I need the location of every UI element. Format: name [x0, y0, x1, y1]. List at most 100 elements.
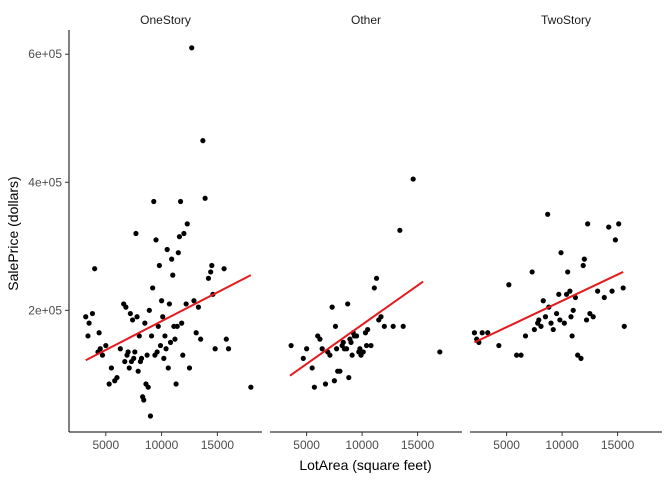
data-point	[144, 352, 150, 358]
panel-other: Other 5000 10000 15000	[270, 13, 462, 452]
panel-twostory: TwoStory 5000 10000 15000	[470, 13, 662, 452]
data-point	[167, 339, 174, 345]
y-tick-label: 4e+05	[28, 175, 62, 189]
data-point	[606, 224, 612, 230]
data-point	[205, 275, 212, 281]
data-point	[150, 285, 156, 291]
data-point	[183, 301, 189, 307]
data-point	[397, 227, 403, 233]
data-point	[558, 250, 564, 256]
data-point	[595, 288, 601, 294]
data-point	[123, 304, 129, 310]
y-tick-label: 6e+05	[28, 47, 62, 61]
data-point	[92, 266, 98, 272]
data-point	[337, 368, 343, 374]
data-point	[381, 323, 387, 329]
panels-layer: OneStory 5000 10000 15000 Other 5000 10000 1500…	[69, 13, 662, 452]
data-point	[346, 374, 352, 381]
x-axis-title: LotArea (square feet)	[299, 457, 431, 473]
data-point	[97, 346, 103, 352]
data-point	[96, 330, 102, 336]
data-point	[557, 317, 563, 323]
data-point	[348, 339, 354, 345]
data-point	[126, 365, 132, 371]
data-point	[114, 374, 120, 381]
data-point	[179, 320, 185, 326]
data-point	[471, 330, 478, 336]
data-point	[288, 342, 294, 349]
data-point	[333, 346, 340, 352]
data-point	[138, 355, 145, 361]
data-point	[184, 221, 190, 227]
data-point	[145, 384, 151, 390]
data-point	[170, 272, 176, 278]
data-point	[612, 237, 618, 243]
data-point	[83, 314, 89, 320]
facet-label: TwoStory	[541, 13, 591, 27]
data-point	[129, 317, 136, 323]
data-point	[309, 365, 315, 371]
data-point	[154, 349, 160, 355]
data-point	[357, 346, 363, 352]
data-point	[157, 342, 164, 349]
data-point	[209, 262, 215, 269]
data-point	[158, 298, 165, 304]
data-point	[514, 352, 520, 358]
data-point	[166, 301, 173, 307]
data-point	[556, 291, 562, 297]
data-point	[570, 307, 576, 313]
trend-line	[85, 274, 252, 362]
data-point	[322, 381, 329, 387]
data-point	[176, 234, 183, 240]
data-point	[136, 333, 142, 339]
data-point	[161, 355, 167, 361]
y-axis-title: SalePrice (dollars)	[5, 176, 21, 290]
data-point	[581, 256, 587, 262]
data-point	[545, 211, 551, 217]
data-point	[147, 413, 154, 419]
data-point	[506, 282, 512, 288]
data-point	[86, 320, 92, 326]
data-point	[371, 285, 377, 291]
data-point	[180, 352, 186, 358]
data-point	[575, 352, 581, 358]
data-point	[248, 384, 254, 390]
data-point	[135, 368, 141, 374]
data-point	[131, 355, 137, 361]
data-point	[160, 314, 166, 320]
data-point	[542, 314, 549, 320]
data-point	[174, 323, 180, 329]
x-tick-label: 15000	[601, 438, 635, 452]
data-point	[141, 397, 147, 403]
data-point	[202, 195, 208, 201]
data-point	[569, 333, 575, 339]
data-point	[583, 317, 590, 323]
data-point	[132, 349, 138, 355]
data-point	[319, 346, 325, 352]
trend-line	[289, 280, 424, 377]
data-point	[567, 288, 573, 294]
data-point	[609, 288, 615, 294]
data-point	[193, 330, 199, 336]
data-point	[561, 320, 567, 326]
data-point	[400, 323, 406, 329]
data-point	[578, 355, 584, 361]
data-point	[225, 346, 232, 352]
data-point	[304, 346, 310, 352]
data-point	[142, 320, 148, 326]
panel-onestory: OneStory 5000 10000 15000	[69, 13, 262, 452]
data-point	[177, 198, 184, 205]
data-point	[195, 304, 202, 310]
data-point	[368, 342, 374, 349]
data-point	[106, 381, 112, 387]
data-point	[601, 294, 607, 301]
data-point	[565, 269, 571, 275]
data-point	[221, 266, 227, 272]
data-point	[223, 336, 229, 342]
x-tick-label: 10000	[345, 438, 379, 452]
data-point	[548, 320, 554, 326]
data-point	[163, 346, 169, 352]
data-point	[85, 333, 91, 339]
data-point	[540, 298, 546, 304]
data-point	[189, 45, 195, 51]
